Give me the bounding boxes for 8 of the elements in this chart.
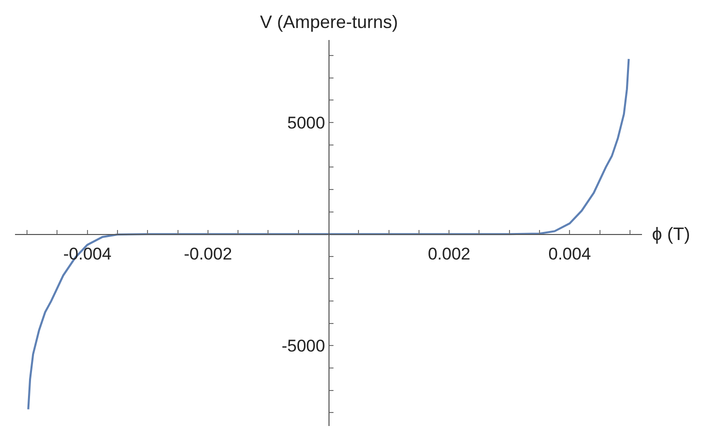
x-tick-label: 0.002: [428, 244, 470, 264]
y-tick-label: -5000: [282, 336, 326, 356]
line-series: [27, 58, 630, 410]
y-tick-label: 5000: [287, 114, 326, 132]
x-axis-title: ϕ (T): [652, 224, 690, 244]
x-tick-label: -0.002: [184, 244, 232, 264]
x-tick-label: 0.004: [548, 244, 591, 264]
y-axis-title: V (Ampere-turns): [260, 12, 398, 32]
